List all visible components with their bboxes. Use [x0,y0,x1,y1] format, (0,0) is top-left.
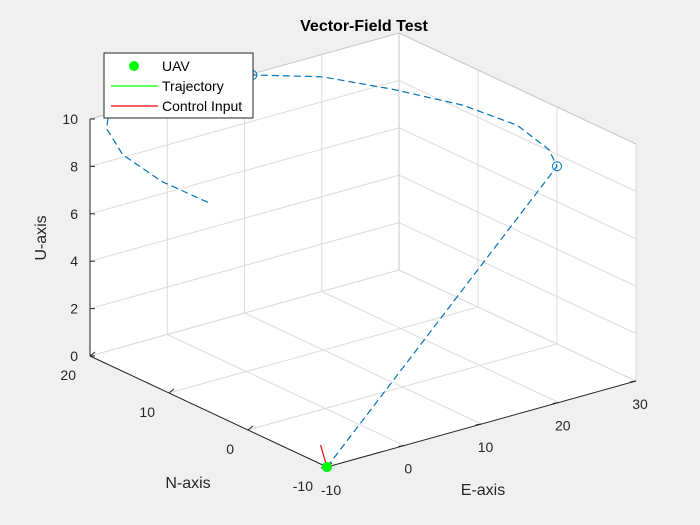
x-tick-mark [552,402,559,404]
trajectory-series [105,74,558,468]
y-tick-label: -10 [293,478,313,494]
x-tick-label: 20 [555,418,571,434]
z-tick-label: 6 [70,206,78,222]
y-axis-label: N-axis [165,475,210,492]
y-tick-mark [89,351,96,357]
legend-entry-uav: UAV [162,58,190,74]
y-tick-label: 20 [60,367,76,383]
axis-lines [89,118,637,469]
y-tick-mark [247,425,254,431]
x-tick-label: 30 [632,396,648,412]
waypoint-marker [552,161,562,172]
legend-uav-marker [129,61,139,71]
x-tick-mark [398,445,405,447]
y-tick-mark [168,388,175,394]
trajectory-line [105,74,558,468]
x-tick-mark [475,423,482,426]
legend-entry-control-input: Control Input [162,98,242,114]
y-tick-label: 10 [139,404,155,420]
x-tick-label: 0 [404,461,412,477]
z-tick-label: 4 [70,253,78,269]
x-tick-label: 10 [478,439,494,455]
tick-labels: -10 0 10 20 30 -10 0 10 20 0 2 4 6 8 10 [60,111,648,498]
side-wall-pane [399,33,636,381]
legend: UAV Trajectory Control Input [103,52,254,119]
y-axis-line [89,355,328,468]
z-tick-label: 8 [70,158,78,174]
uav-marker [322,462,332,472]
x-axis-label: E-axis [461,482,505,499]
x-tick-label: -10 [321,482,341,498]
chart-title: Vector-Field Test [300,18,428,35]
z-tick-label: 10 [62,111,78,127]
legend-entry-trajectory: Trajectory [162,78,224,94]
z-tick-label: 2 [70,301,78,317]
z-tick-label: 0 [70,348,78,364]
x-tick-mark [629,380,637,383]
z-axis-label: U-axis [33,215,50,260]
y-tick-label: 0 [226,441,234,457]
